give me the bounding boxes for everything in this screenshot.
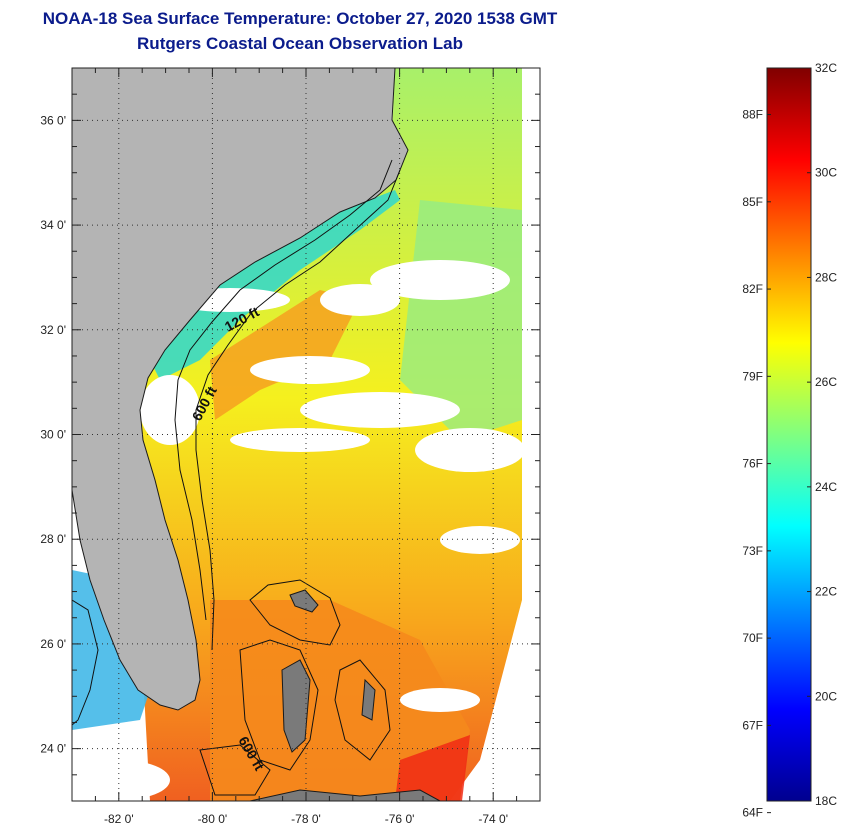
bathymetry-contours	[72, 159, 401, 796]
sst-eastern-cool	[400, 200, 522, 440]
colorbar-label-celsius: 22C	[815, 585, 837, 599]
lat-tick-label: 26 0'	[40, 637, 66, 651]
lon-tick-label: -78 0'	[291, 812, 321, 826]
colorbar-label-celsius: 24C	[815, 480, 837, 494]
land-cuba-north	[249, 789, 441, 801]
colorbar-label-fahrenheit: 82F	[742, 282, 763, 296]
lon-tick-label: -74 0'	[478, 812, 508, 826]
map-title: NOAA-18 Sea Surface Temperature: October…	[42, 9, 558, 28]
map-subtitle: Rutgers Coastal Ocean Observation Lab	[137, 34, 463, 53]
colorbar-celsius-labels: 32C 30C 28C 26C 24C 22C 20C 18C	[807, 61, 837, 808]
colorbar-label-celsius: 20C	[815, 689, 837, 703]
map-panel: 120 ft 600 ft 600 ft	[72, 68, 540, 801]
contour-bahamas-bank-2	[239, 639, 319, 771]
lon-tick-label: -80 0'	[198, 812, 228, 826]
land-bahamas-eleuthera	[361, 678, 376, 721]
sst-nearshore-cool	[150, 190, 400, 380]
latitude-labels: 36 0' 34 0' 32 0' 30 0' 28 0' 26 0' 24 0'	[40, 113, 66, 755]
colorbar-label-fahrenheit: 64F	[742, 806, 763, 820]
land-bahamas-grand	[289, 589, 319, 613]
sst-hotspot	[395, 735, 470, 801]
colorbar-label-fahrenheit: 79F	[742, 369, 763, 383]
lat-tick-label: 36 0'	[40, 113, 66, 127]
contour-gulf	[72, 599, 99, 726]
lat-tick-label: 32 0'	[40, 323, 66, 337]
colorbar-fahrenheit-labels: 88F 85F 82F 79F 76F 73F 70F 67F 64F	[742, 108, 771, 820]
graticule	[72, 68, 540, 801]
longitude-labels: -82 0' -80 0' -78 0' -76 0' -74 0'	[104, 812, 508, 826]
lon-tick-label: -82 0'	[104, 812, 134, 826]
colorbar-label-celsius: 28C	[815, 270, 837, 284]
contour-120ft	[174, 159, 393, 621]
axis-ticks	[71, 67, 541, 802]
colorbar-label-fahrenheit: 76F	[742, 457, 763, 471]
contour-600ft	[195, 169, 401, 651]
contour-bahamas-bank-3	[334, 659, 391, 761]
colorbar-label-fahrenheit: 67F	[742, 718, 763, 732]
contour-bahamas-bank-1	[249, 579, 341, 646]
lon-tick-label: -76 0'	[385, 812, 415, 826]
lat-tick-label: 28 0'	[40, 532, 66, 546]
land-mainland	[72, 68, 409, 711]
colorbar-label-fahrenheit: 85F	[742, 195, 763, 209]
contour-bahamas-bank-4	[199, 744, 271, 796]
colorbar-label-celsius: 32C	[815, 61, 837, 75]
colorbar-label-fahrenheit: 70F	[742, 631, 763, 645]
colorbar-label-celsius: 18C	[815, 794, 837, 808]
sst-southern-warm	[210, 600, 470, 801]
lat-tick-label: 24 0'	[40, 742, 66, 756]
land-bahamas-andros	[281, 659, 311, 753]
colorbar-label-fahrenheit: 88F	[742, 108, 763, 122]
lat-tick-label: 30 0'	[40, 428, 66, 442]
colorbar-gradient	[766, 67, 812, 802]
sst-gulf-cool	[72, 570, 150, 730]
colorbar: 32C 30C 28C 26C 24C 22C 20C 18C 88F 85F 82F 79F 76F…	[742, 61, 837, 820]
colorbar-label-celsius: 30C	[815, 166, 837, 180]
colorbar-label-fahrenheit: 73F	[742, 544, 763, 558]
colorbar-label-celsius: 26C	[815, 375, 837, 389]
lat-tick-label: 34 0'	[40, 218, 66, 232]
sst-gulfstream-warm	[210, 290, 360, 420]
